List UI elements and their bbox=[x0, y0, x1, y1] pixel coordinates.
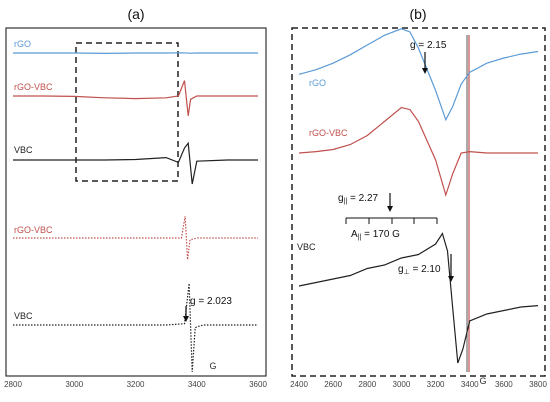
arrow-g-parallel-head bbox=[387, 206, 393, 212]
series-label-a-1: rGO bbox=[14, 39, 31, 49]
tick-b-7: 3800 bbox=[529, 380, 547, 389]
panel-label-a: (a) bbox=[127, 6, 144, 22]
series-label-b-1: rGO bbox=[309, 78, 326, 88]
series-b-3 bbox=[298, 232, 539, 364]
series-label-a-5: VBC bbox=[14, 311, 33, 321]
panel-b-frame bbox=[291, 27, 546, 377]
tick-b-0: 2400 bbox=[290, 380, 308, 389]
tick-b-5: 3400 bbox=[461, 380, 479, 389]
arrow-g-2023-head bbox=[183, 316, 189, 322]
panel-a: (a) rGO rGO-VBC VBC rGO-VBC VBC g = 2.023 2800 3… bbox=[4, 6, 267, 389]
arrow-g-perp-head bbox=[448, 276, 454, 282]
annotation-b-1: g = 2.15 bbox=[410, 40, 447, 51]
series-label-a-4: rGO-VBC bbox=[14, 225, 53, 235]
tick-a-3: 3400 bbox=[188, 380, 206, 389]
arrow-g-215-head bbox=[422, 68, 428, 74]
annotation-a-1: g = 2.023 bbox=[190, 296, 232, 307]
series-a-1 bbox=[13, 52, 258, 55]
tick-a-2: 3200 bbox=[127, 380, 145, 389]
series-a-2 bbox=[13, 80, 258, 116]
annotation-b-3: A|| = 170 G bbox=[351, 229, 400, 241]
series-a-5 bbox=[13, 283, 258, 372]
tick-a-0: 2800 bbox=[4, 380, 22, 389]
zoom-region-box bbox=[75, 42, 179, 182]
tick-b-4: 3200 bbox=[427, 380, 445, 389]
tick-b-1: 2600 bbox=[324, 380, 342, 389]
series-label-a-2: rGO-VBC bbox=[14, 82, 53, 92]
series-label-b-3: VBC bbox=[297, 242, 316, 252]
tick-b-2: 2800 bbox=[358, 380, 376, 389]
series-b-2 bbox=[298, 106, 538, 198]
tick-a-4: 3600 bbox=[249, 380, 267, 389]
series-label-a-3: VBC bbox=[14, 145, 33, 155]
panel-a-frame bbox=[5, 27, 267, 377]
series-a-3 bbox=[13, 141, 258, 185]
tick-a-1: 3000 bbox=[65, 380, 83, 389]
axis-unit-b: G bbox=[479, 376, 486, 386]
series-label-b-2: rGO-VBC bbox=[309, 128, 348, 138]
tick-b-3: 3000 bbox=[393, 380, 411, 389]
panel-label-b: (b) bbox=[409, 6, 426, 22]
annotation-b-2: g|| = 2.27 bbox=[338, 193, 379, 205]
panel-b: (b) rGO rGO-VBC VBC g = 2.15 g|| = 2.27 A|| = … bbox=[290, 6, 547, 389]
annotation-b-4: g⊥ = 2.10 bbox=[398, 264, 441, 276]
tick-b-6: 3600 bbox=[495, 380, 513, 389]
series-a-4 bbox=[13, 216, 258, 260]
axis-unit-a: G bbox=[209, 361, 216, 371]
